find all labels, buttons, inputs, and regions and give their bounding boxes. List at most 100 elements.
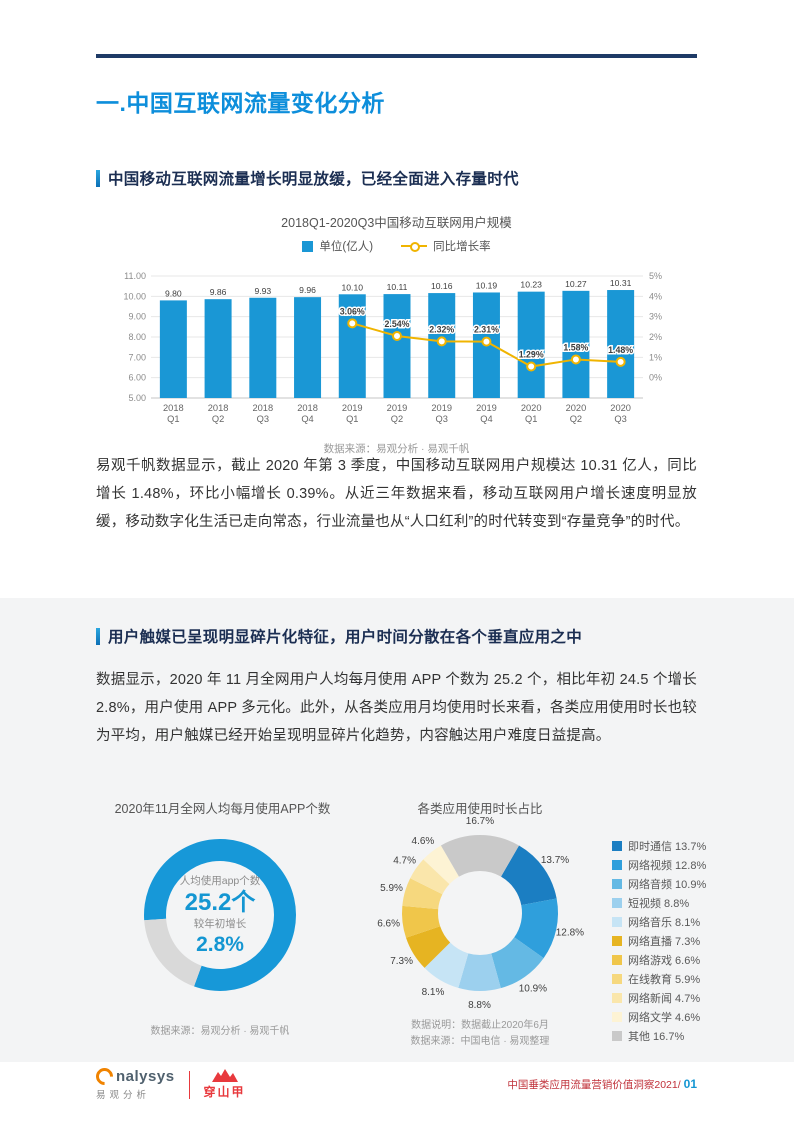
report-title-text: 中国垂类应用流量营销价值洞察2021/ [507,1079,681,1091]
legend-item: 网络音乐 8.1% [612,912,706,931]
svg-text:4.6%: 4.6% [412,836,435,847]
svg-text:10.31: 10.31 [610,278,632,288]
svg-text:Q3: Q3 [614,414,626,424]
analysys-logo: nalysys 易观分析 [92,1064,175,1101]
svg-text:9.80: 9.80 [165,288,182,298]
legend-item: 在线教育 5.9% [612,969,706,988]
kpi-donut-chart: 人均使用app个数 25.2个 较年初增长 2.8% [140,835,300,995]
legend-label: 网络音频 10.9% [628,878,707,891]
section2-paragraph: 数据显示，2020 年 11 月全网用户人均每月使用 APP 个数为 25.2 … [96,672,697,744]
legend-label: 其他 16.7% [628,1030,685,1043]
section1-paragraph: 易观千帆数据显示，截止 2020 年第 3 季度，中国移动互联网用户规模达 10… [96,458,697,530]
legend-item: 网络游戏 6.6% [612,950,706,969]
svg-text:2018: 2018 [163,403,184,413]
svg-text:Q4: Q4 [301,414,313,424]
legend-swatch [612,935,622,946]
svg-text:Q1: Q1 [167,414,179,424]
svg-text:6.6%: 6.6% [377,919,400,930]
legend-item: 网络新闻 4.7% [612,988,706,1007]
svg-text:10.00: 10.00 [123,291,146,301]
svg-text:1%: 1% [649,352,662,362]
analysys-logo-row: nalysys [92,1064,175,1089]
svg-text:10.16: 10.16 [431,281,453,291]
legend-label: 短视频 8.8% [628,897,690,910]
legend-swatch [612,859,622,870]
legend-swatch [612,1011,622,1022]
kpi-value-growth: 2.8% [196,932,244,956]
share-chart-legend: 即时通信 13.7% 网络视频 12.8% 网络音频 10.9% 短视频 8.8% 网络… [612,836,706,1045]
svg-text:Q3: Q3 [436,414,448,424]
svg-text:2018: 2018 [208,403,229,413]
share-chart-notes: 数据说明：数据截止2020年6月 数据来源：中国电信 · 易观整理 [345,1018,615,1050]
pangle-logo-text: 穿山甲 [203,1085,246,1099]
line-series-label: 同比增长率 [433,241,491,253]
kpi-chart-source: 数据来源：易观分析 · 易观千帆 [150,1026,290,1037]
svg-text:10.10: 10.10 [342,282,364,292]
svg-text:5.00: 5.00 [128,393,146,403]
legend-swatch [612,897,622,908]
footer-logo-divider [188,1070,190,1099]
share-donut-ring: 13.7% 12.8% 10.9% 8.8% 8.1% 7.3% 6.6% 5.9% 4.7% 4… [355,803,605,1028]
legend-swatch [612,954,622,965]
line-series-swatch [401,242,428,252]
legend-item: 短视频 8.8% [612,893,706,912]
bar-line-chart: 11.00 5% 10.00 4% 9.00 3% 8.00 2% 7.00 1% 6.00 0% 5.… [107,260,687,438]
svg-text:Q1: Q1 [346,414,358,424]
analysys-logo-text: nalysys [116,1068,175,1085]
svg-text:11.00: 11.00 [124,271,146,281]
svg-text:5.9%: 5.9% [380,883,403,894]
legend-label: 网络文学 4.6% [628,1011,701,1024]
legend-swatch [612,1030,622,1041]
svg-text:8.8%: 8.8% [468,1000,491,1011]
svg-text:7.00: 7.00 [128,352,146,362]
svg-text:7.3%: 7.3% [390,956,413,967]
analysys-swoosh-icon [92,1064,117,1089]
legend-swatch [612,916,622,927]
kpi-value-main: 25.2个 [184,888,256,916]
legend-item-bar-series: 单位(亿人) [302,238,373,254]
legend-item: 网络直播 7.3% [612,931,706,950]
section1-heading: 中国移动互联网流量增长明显放缓，已经全面进入存量时代 [108,171,519,188]
kpi-label-bottom: 较年初增长 [193,917,247,930]
line-marker-icon [410,242,421,252]
section2-band: 用户触媒已呈现明显碎片化特征，用户时间分散在各个垂直应用之中 数据显示，2020… [0,598,794,1062]
svg-text:10.23: 10.23 [520,280,542,290]
svg-text:0%: 0% [649,373,662,383]
section1-heading-row: 中国移动互联网流量增长明显放缓，已经全面进入存量时代 [96,167,519,189]
share-note-scope: 数据说明：数据截止2020年6月 [411,1020,549,1031]
chart1-title: 2018Q1-2020Q3中国移动互联网用户规模 [281,216,512,230]
legend-item: 网络文学 4.6% [612,1007,706,1026]
heading-accent-bar [96,627,100,645]
legend-item: 即时通信 13.7% [612,836,706,855]
svg-text:2020: 2020 [610,403,631,413]
svg-text:2%: 2% [649,332,662,342]
mountain-icon [211,1069,238,1082]
kpi-chart-title: 2020年11月全网人均每月使用APP个数 [114,802,331,816]
svg-text:10.11: 10.11 [387,282,408,292]
page-title: 一.中国互联网流量变化分析 [96,90,385,116]
legend-swatch [612,840,622,851]
kpi-center-text: 人均使用app个数 25.2个 较年初增长 2.8% [140,835,300,995]
svg-text:1.48%: 1.48% [608,345,633,355]
svg-text:2020: 2020 [521,403,542,413]
legend-item-line-series: 同比增长率 [401,238,491,254]
svg-text:Q4: Q4 [480,414,492,424]
svg-text:2.54%: 2.54% [385,319,410,329]
chart1-source: 数据来源：易观分析 · 易观千帆 [323,443,470,455]
svg-text:Q3: Q3 [257,414,269,424]
legend-label: 网络音乐 8.1% [628,916,701,929]
svg-text:12.8%: 12.8% [556,928,584,939]
svg-text:2018: 2018 [297,403,318,413]
section2-heading-row: 用户触媒已呈现明显碎片化特征，用户时间分散在各个垂直应用之中 [96,625,582,647]
svg-text:8.00: 8.00 [128,332,146,342]
bar-series-swatch [302,240,314,252]
legend-label: 即时通信 13.7% [628,840,707,853]
svg-text:1.58%: 1.58% [563,342,588,352]
legend-item: 其他 16.7% [612,1026,706,1045]
svg-text:Q2: Q2 [391,414,403,424]
share-note-source: 数据来源：中国电信 · 易观整理 [410,1036,550,1047]
footer: nalysys 易观分析 穿山甲 中国垂类应用流量营销价值洞察2021/ 01 [92,1064,697,1101]
svg-text:2019: 2019 [342,403,363,413]
svg-text:10.27: 10.27 [565,279,587,289]
svg-text:2.31%: 2.31% [474,325,499,335]
